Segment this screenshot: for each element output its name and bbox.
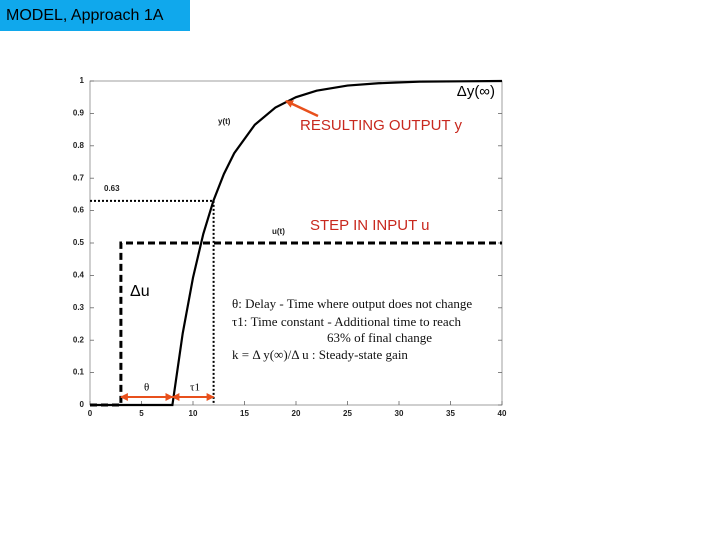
y-tick-label: 0.4 xyxy=(73,271,85,280)
y-tick-label: 0.8 xyxy=(73,141,85,150)
delay-arrow-label: θ xyxy=(144,382,149,394)
slide-title: MODEL, Approach 1A xyxy=(6,7,164,24)
x-tick-label: 15 xyxy=(240,409,249,418)
y-tick-label: 0.1 xyxy=(73,368,85,377)
x-tick-label: 35 xyxy=(446,409,455,418)
x-tick-label: 5 xyxy=(139,409,144,418)
y-tick-label: 0.5 xyxy=(73,238,85,247)
time-constant-arrow-label: τ1 xyxy=(190,382,200,394)
series-line xyxy=(90,79,503,407)
series-line xyxy=(90,241,502,407)
y-tick-label: 0.9 xyxy=(73,109,85,118)
series-label: y(t) xyxy=(218,117,231,126)
note: 63% of final change xyxy=(327,330,432,345)
y-tick-label: 1 xyxy=(80,76,85,85)
y-tick-label: 0 xyxy=(80,400,85,409)
y-tick-label: 0.3 xyxy=(73,303,85,312)
y-tick-label: 0.2 xyxy=(73,335,85,344)
y-tick-label: 0.6 xyxy=(73,206,85,215)
y-tick-label: 0.7 xyxy=(73,173,85,182)
x-tick-label: 25 xyxy=(343,409,352,418)
annotation: STEP IN INPUT u xyxy=(310,217,429,234)
x-tick-label: 20 xyxy=(292,409,301,418)
note: τ1: Time constant - Additional time to r… xyxy=(232,314,461,329)
x-tick-label: 40 xyxy=(498,409,507,418)
callout-arrow xyxy=(285,99,319,118)
note: k = Δ y(∞)/Δ u : Steady-state gain xyxy=(232,347,408,362)
series-label: u(t) xyxy=(272,227,285,236)
note: θ: Delay - Time where output does not ch… xyxy=(232,296,472,311)
annotation: RESULTING OUTPUT y xyxy=(300,117,462,134)
annotation: Δy(∞) xyxy=(457,83,495,100)
x-tick-label: 0 xyxy=(88,409,93,418)
reference-label: 0.63 xyxy=(104,184,120,193)
title-box xyxy=(0,0,190,31)
x-tick-label: 30 xyxy=(395,409,404,418)
x-tick-label: 10 xyxy=(189,409,198,418)
annotation: Δu xyxy=(130,283,150,300)
